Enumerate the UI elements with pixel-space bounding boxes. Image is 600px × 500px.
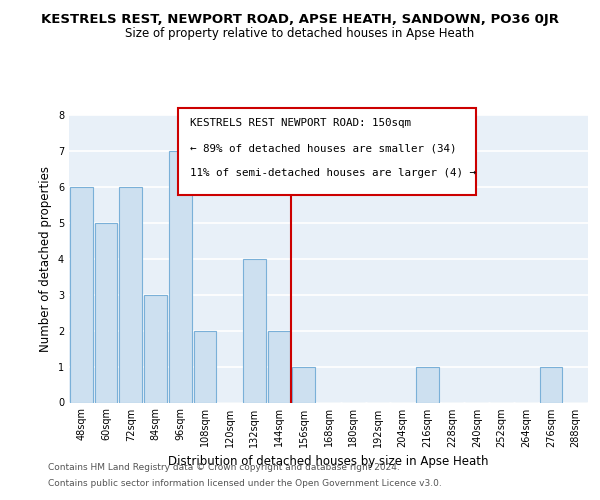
FancyBboxPatch shape (178, 108, 476, 196)
Bar (119, 187, 142, 402)
Text: Contains public sector information licensed under the Open Government Licence v3: Contains public sector information licen… (48, 478, 442, 488)
Bar (95, 223, 118, 402)
Bar (292, 366, 315, 402)
Bar (243, 259, 266, 402)
Text: Contains HM Land Registry data © Crown copyright and database right 2024.: Contains HM Land Registry data © Crown c… (48, 464, 400, 472)
X-axis label: Distribution of detached houses by size in Apse Heath: Distribution of detached houses by size … (168, 455, 489, 468)
Bar (169, 151, 191, 403)
Bar (70, 187, 93, 402)
Bar (144, 294, 167, 403)
Text: Size of property relative to detached houses in Apse Heath: Size of property relative to detached ho… (125, 28, 475, 40)
Bar (539, 366, 562, 402)
Bar (268, 330, 290, 402)
Text: ← 89% of detached houses are smaller (34): ← 89% of detached houses are smaller (34… (190, 143, 457, 153)
Text: KESTRELS REST NEWPORT ROAD: 150sqm: KESTRELS REST NEWPORT ROAD: 150sqm (190, 118, 411, 128)
Bar (194, 330, 216, 402)
Y-axis label: Number of detached properties: Number of detached properties (40, 166, 52, 352)
Text: 11% of semi-detached houses are larger (4) →: 11% of semi-detached houses are larger (… (190, 168, 476, 178)
Bar (416, 366, 439, 402)
Text: KESTRELS REST, NEWPORT ROAD, APSE HEATH, SANDOWN, PO36 0JR: KESTRELS REST, NEWPORT ROAD, APSE HEATH,… (41, 12, 559, 26)
